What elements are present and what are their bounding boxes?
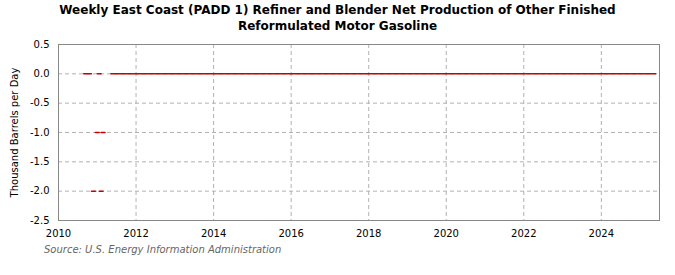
svg-text:-2.0: -2.0 <box>30 186 50 197</box>
svg-text:0.0: 0.0 <box>34 68 50 79</box>
svg-text:2022: 2022 <box>511 228 536 239</box>
svg-text:2020: 2020 <box>434 228 459 239</box>
svg-text:-2.5: -2.5 <box>30 215 50 226</box>
svg-text:Thousand Barrels per Day: Thousand Barrels per Day <box>9 68 20 199</box>
html-text:Weekly East Coast (PADD 1) Ref: Weekly East Coast (PADD 1) Refiner and B… <box>59 3 616 33</box>
html-text:Source: U.S. Energy Informatio: Source: U.S. Energy Information Administ… <box>44 244 282 256</box>
svg-text:2010: 2010 <box>46 228 71 239</box>
svg-text:2024: 2024 <box>589 228 614 239</box>
svg-text:2016: 2016 <box>278 228 303 239</box>
svg-text:-1.5: -1.5 <box>30 156 50 167</box>
svg-text:2012: 2012 <box>123 228 148 239</box>
svg-text:2014: 2014 <box>201 228 226 239</box>
svg-text:-1.0: -1.0 <box>30 127 50 138</box>
svg-text:0.5: 0.5 <box>34 39 50 50</box>
svg-text:-0.5: -0.5 <box>30 98 50 109</box>
svg-text:2018: 2018 <box>356 228 381 239</box>
